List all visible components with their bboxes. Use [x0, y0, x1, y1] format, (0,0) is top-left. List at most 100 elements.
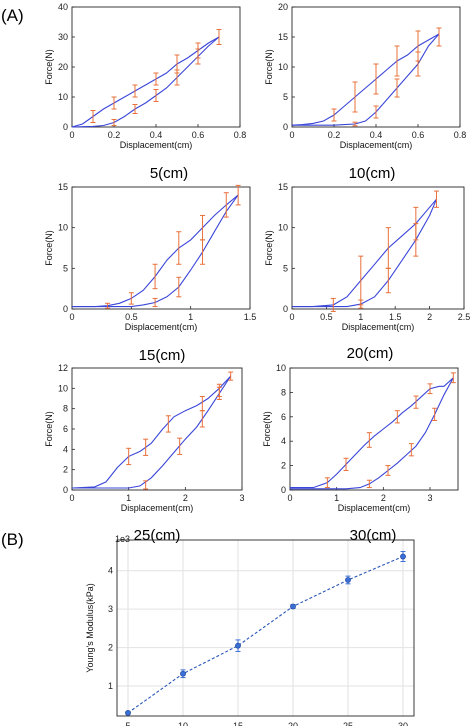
error-bar	[90, 110, 96, 123]
error-bar	[427, 383, 433, 395]
error-bar	[200, 239, 206, 265]
plot-frame	[291, 186, 465, 310]
y-tick-label: 3	[108, 604, 113, 614]
x-tick-label: 2	[381, 493, 386, 503]
error-bar	[358, 255, 364, 306]
unloading-curve	[72, 375, 232, 489]
loading-curve	[290, 377, 454, 489]
y-tick-label: 20	[278, 2, 288, 12]
panel-label-a: (A)	[1, 6, 24, 25]
data-point	[345, 577, 351, 583]
x-tick-label: 2	[427, 312, 432, 322]
error-bar	[366, 479, 372, 489]
data-point	[125, 710, 131, 716]
error-bar	[385, 465, 391, 476]
error-bar	[128, 292, 134, 305]
y-tick-label: 15	[58, 182, 68, 192]
error-bar	[200, 214, 206, 241]
unloading-curve	[71, 36, 220, 128]
modulus-series-line	[127, 555, 404, 714]
y-tick-label: 10	[58, 223, 68, 233]
y-tick-label: 40	[58, 2, 68, 12]
error-bar	[450, 372, 456, 384]
y-tick-label: 2	[63, 465, 68, 475]
chart-caption: 5(cm)	[150, 165, 188, 182]
loading-curve	[292, 198, 437, 308]
error-bar	[111, 96, 117, 110]
y-tick-label: 5	[63, 263, 68, 273]
error-bar	[235, 184, 241, 206]
y-tick-label: 0	[283, 122, 288, 132]
y-tick-label: 12	[58, 363, 68, 373]
x-tick-label: 0.4	[150, 130, 163, 140]
chart-caption: 10(cm)	[349, 165, 396, 182]
x-tick-label: 0.8	[234, 130, 247, 140]
error-bar	[228, 371, 234, 381]
x-tick-label: 1	[358, 312, 363, 322]
error-bar	[385, 267, 391, 294]
y-tick-label: 10	[278, 62, 288, 72]
y-axis-label: Force(N)	[264, 49, 274, 85]
error-bar	[153, 89, 159, 102]
error-bar	[352, 81, 358, 113]
x-axis-label: Displacement(cm)	[121, 503, 194, 513]
loading-curve	[71, 375, 232, 489]
x-tick-label: 10	[178, 721, 188, 726]
x-tick-label: 0.8	[454, 130, 467, 140]
chart-2: 0 0.2 0.4 0.6 0.8 0 5 10 15 20 Displacement(cm) For…	[264, 2, 466, 182]
error-bar	[195, 48, 201, 65]
error-bar	[413, 395, 419, 409]
plot-frame	[71, 186, 251, 310]
y-tick-label: 8	[63, 404, 68, 414]
x-tick-label: 20	[288, 721, 298, 726]
plot-frame	[71, 6, 241, 128]
y-tick-label: 6	[63, 424, 68, 434]
x-tick-label: 0.2	[328, 130, 341, 140]
error-bar	[394, 45, 400, 77]
error-bar	[216, 386, 222, 401]
error-bar	[177, 437, 183, 455]
y-axis-label: Young's Modulus(kPa)	[85, 583, 95, 672]
x-tick-label: 1	[126, 493, 131, 503]
x-tick-label: 1	[334, 493, 339, 503]
data-point	[290, 603, 296, 610]
error-bar	[199, 410, 205, 428]
y-tick-label: 15	[278, 182, 288, 192]
x-tick-label: 5	[125, 721, 130, 726]
y-tick-label: 0	[63, 304, 68, 314]
chart-1: 0 0.2 0.4 0.6 0.8 0 10 20 30 40 Displacement(cm) Fo…	[44, 2, 246, 182]
chart-4: 0 0.5 1 1.5 2 2.5 0 5 10 15 Displacement(cm) Force(…	[264, 182, 470, 362]
x-axis-label: Displacement(cm)	[342, 322, 415, 332]
y-axis-label: Force(N)	[44, 49, 54, 85]
chart-5: 0 1 2 3024681012Displacement(cm)Force(N)25(…	[44, 363, 245, 544]
error-bar	[176, 276, 182, 298]
y-tick-label: 10	[58, 92, 68, 102]
x-tick-label: 3	[239, 493, 244, 503]
x-tick-label: 2	[183, 493, 188, 503]
x-tick-label: 15	[233, 721, 243, 726]
y-axis-label: Force(N)	[264, 230, 274, 266]
y-tick-label: 30	[58, 32, 68, 42]
y-tick-label: 4	[108, 566, 113, 576]
x-tick-label: 0	[289, 312, 294, 322]
y-tick-label: 0	[281, 485, 286, 495]
x-tick-label: 0.6	[192, 130, 205, 140]
error-bar	[415, 51, 421, 77]
plot-frame	[116, 539, 415, 717]
y-tick-label: 6	[281, 412, 286, 422]
y-tick-label: 0	[283, 304, 288, 314]
x-tick-label: 0	[287, 493, 292, 503]
x-tick-label: 3	[427, 493, 432, 503]
y-tick-label: 20	[58, 62, 68, 72]
unloading-curve	[290, 377, 454, 490]
x-tick-label: 0	[69, 130, 74, 140]
x-axis-label: Displacement(cm)	[340, 140, 413, 150]
error-bar	[216, 29, 222, 45]
y-tick-label: 2	[108, 643, 113, 653]
x-tick-label: 1.5	[244, 312, 257, 322]
y-tick-label: 10	[58, 383, 68, 393]
error-bar	[385, 227, 391, 269]
x-tick-label: 0.5	[320, 312, 333, 322]
unloading-curve	[292, 33, 440, 126]
error-bar	[152, 297, 158, 308]
